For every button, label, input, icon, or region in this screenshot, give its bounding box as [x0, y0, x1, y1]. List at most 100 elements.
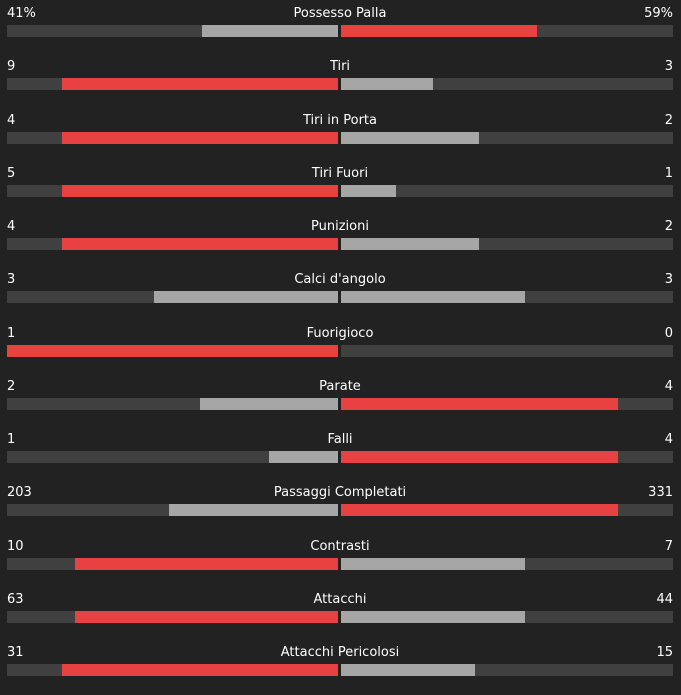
home-bar-fill — [154, 291, 338, 303]
away-value: 3 — [664, 272, 673, 287]
home-value: 5 — [7, 166, 16, 181]
stat-labels: 203 Passaggi Completati 331 — [7, 483, 673, 503]
stat-row: 9 Tiri 3 — [0, 57, 681, 105]
away-bar-fill — [341, 451, 618, 463]
stat-name: Attacchi Pericolosi — [280, 645, 400, 660]
away-bar-fill — [341, 132, 480, 144]
stat-name: Falli — [327, 432, 353, 447]
home-bar-fill — [75, 558, 338, 570]
home-value: 2 — [7, 379, 16, 394]
away-bar-track — [341, 345, 673, 357]
stat-labels: 3 Calci d'angolo 3 — [7, 270, 673, 290]
away-bar-track — [341, 185, 673, 197]
stat-row: 10 Contrasti 7 — [0, 537, 681, 585]
stat-row: 1 Falli 4 — [0, 430, 681, 478]
away-bar-fill — [341, 664, 475, 676]
home-bar-track — [7, 291, 338, 303]
away-bar-fill — [341, 398, 618, 410]
home-bar-fill — [62, 78, 338, 90]
home-value: 9 — [7, 59, 16, 74]
home-bar-track — [7, 558, 338, 570]
away-value: 4 — [664, 432, 673, 447]
away-bar-track — [341, 238, 673, 250]
away-bar-track — [341, 291, 673, 303]
home-value: 41% — [7, 6, 36, 21]
home-bar-track — [7, 611, 338, 623]
stat-name: Tiri in Porta — [303, 113, 377, 128]
stat-name: Punizioni — [311, 219, 369, 234]
away-bar-fill — [341, 291, 526, 303]
away-bar-track — [341, 558, 673, 570]
stat-labels: 31 Attacchi Pericolosi 15 — [7, 643, 673, 663]
home-bar-fill — [269, 451, 338, 463]
stat-labels: 41% Possesso Palla 59% — [7, 4, 673, 24]
home-bar-fill — [62, 238, 338, 250]
away-value: 7 — [664, 539, 673, 554]
stat-labels: 2 Parate 4 — [7, 377, 673, 397]
stat-labels: 1 Fuorigioco 0 — [7, 324, 673, 344]
stat-labels: 4 Tiri in Porta 2 — [7, 111, 673, 131]
home-bar-fill — [7, 345, 338, 357]
stat-name: Tiri Fuori — [311, 166, 369, 181]
away-bar-track — [341, 451, 673, 463]
stat-labels: 10 Contrasti 7 — [7, 537, 673, 557]
stat-row: 63 Attacchi 44 — [0, 590, 681, 638]
stat-labels: 1 Falli 4 — [7, 430, 673, 450]
home-value: 4 — [7, 219, 16, 234]
stat-row: 5 Tiri Fuori 1 — [0, 164, 681, 212]
home-bar-fill — [62, 185, 338, 197]
away-bar-track — [341, 664, 673, 676]
home-bar-track — [7, 451, 338, 463]
stat-row: 2 Parate 4 — [0, 377, 681, 425]
stat-row: 4 Tiri in Porta 2 — [0, 111, 681, 159]
stat-name: Calci d'angolo — [294, 272, 386, 287]
stat-name: Passaggi Completati — [273, 485, 407, 500]
away-bar-track — [341, 25, 673, 37]
home-value: 31 — [7, 645, 24, 660]
stat-name: Attacchi — [313, 592, 367, 607]
away-value: 3 — [664, 59, 673, 74]
home-bar-track — [7, 238, 338, 250]
away-bar-track — [341, 132, 673, 144]
stat-row: 1 Fuorigioco 0 — [0, 324, 681, 372]
stat-name: Tiri — [329, 59, 351, 74]
home-bar-fill — [200, 398, 338, 410]
stat-labels: 5 Tiri Fuori 1 — [7, 164, 673, 184]
away-bar-track — [341, 78, 673, 90]
home-value: 203 — [7, 485, 32, 500]
away-bar-fill — [341, 558, 526, 570]
home-bar-track — [7, 345, 338, 357]
away-value: 0 — [664, 326, 673, 341]
home-value: 4 — [7, 113, 16, 128]
away-bar-fill — [341, 504, 618, 516]
home-bar-track — [7, 132, 338, 144]
away-value: 1 — [664, 166, 673, 181]
home-bar-track — [7, 78, 338, 90]
stat-name: Contrasti — [310, 539, 370, 554]
home-bar-fill — [168, 504, 338, 516]
home-bar-track — [7, 398, 338, 410]
stat-row: 203 Passaggi Completati 331 — [0, 483, 681, 531]
stat-name: Fuorigioco — [306, 326, 374, 341]
home-bar-track — [7, 504, 338, 516]
stat-row: 4 Punizioni 2 — [0, 217, 681, 265]
stat-row: 3 Calci d'angolo 3 — [0, 270, 681, 318]
away-bar-track — [341, 398, 673, 410]
away-value: 4 — [664, 379, 673, 394]
away-bar-track — [341, 504, 673, 516]
away-bar-fill — [341, 185, 397, 197]
home-value: 10 — [7, 539, 24, 554]
stat-row: 41% Possesso Palla 59% — [0, 4, 681, 52]
home-bar-track — [7, 185, 338, 197]
home-value: 1 — [7, 326, 16, 341]
home-value: 63 — [7, 592, 24, 607]
home-bar-fill — [62, 132, 338, 144]
away-value: 59% — [644, 6, 673, 21]
away-bar-fill — [341, 25, 537, 37]
away-value: 44 — [656, 592, 673, 607]
stat-labels: 4 Punizioni 2 — [7, 217, 673, 237]
home-value: 3 — [7, 272, 16, 287]
home-value: 1 — [7, 432, 16, 447]
away-bar-fill — [341, 238, 480, 250]
